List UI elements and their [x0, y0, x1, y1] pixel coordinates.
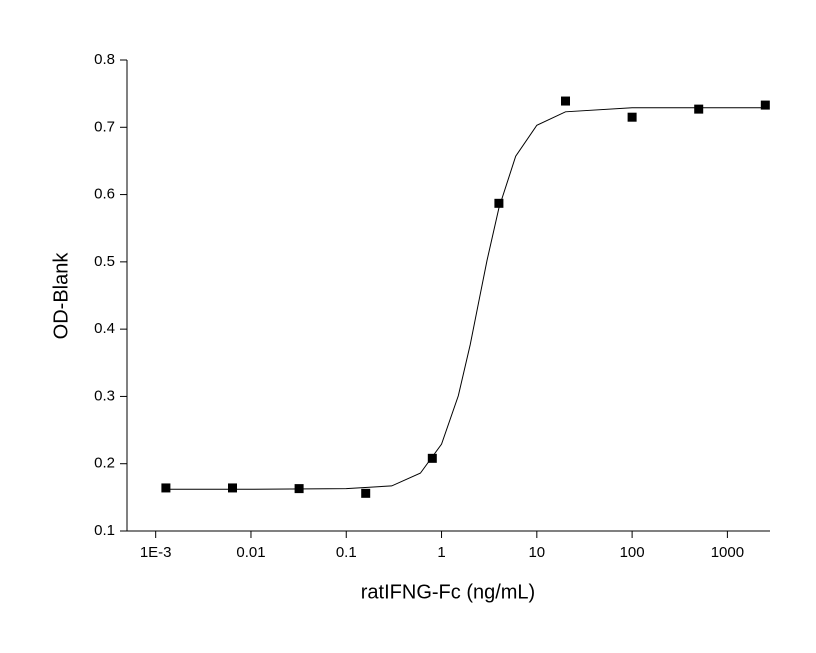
x-tick-label: 0.01: [236, 544, 265, 561]
data-point: [228, 483, 238, 493]
x-tick-label: 1: [437, 544, 445, 561]
y-tick-label: 0.1: [94, 522, 115, 539]
x-axis-title: ratIFNG-Fc (ng/mL): [361, 581, 535, 603]
x-tick-label: 100: [620, 544, 645, 561]
y-axis-title: OD-Blank: [50, 252, 72, 340]
y-tick-label: 0.7: [94, 118, 115, 135]
data-point: [427, 453, 437, 463]
y-tick-label: 0.6: [94, 186, 115, 203]
data-point: [494, 198, 504, 208]
y-tick-label: 0.4: [94, 320, 115, 337]
x-tick-label: 1000: [711, 544, 744, 561]
data-point: [561, 96, 571, 106]
data-point: [161, 483, 171, 493]
x-tick-label: 1E-3: [140, 544, 172, 561]
data-point: [694, 104, 704, 114]
y-tick-label: 0.2: [94, 455, 115, 472]
fit-curve: [166, 107, 766, 490]
y-tick-label: 0.5: [94, 253, 115, 270]
x-tick-label: 0.1: [336, 544, 357, 561]
data-point: [760, 100, 770, 110]
y-tick-label: 0.8: [94, 51, 115, 68]
data-point: [361, 488, 371, 498]
x-tick-label: 10: [528, 544, 545, 561]
data-point: [627, 112, 637, 122]
y-tick-label: 0.3: [94, 387, 115, 404]
